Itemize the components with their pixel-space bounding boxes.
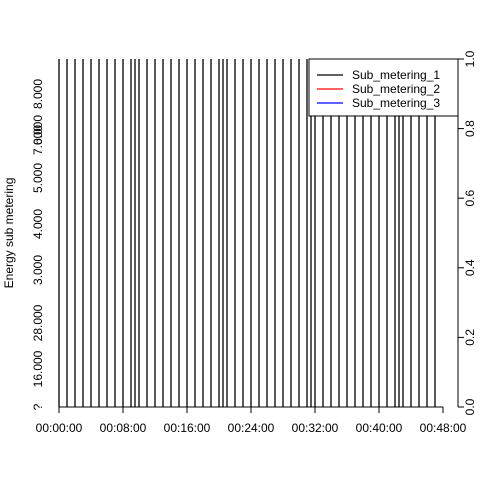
y-left-tick-label: 3.000 [31, 255, 45, 285]
y-left-tick-label: 8.000 [31, 79, 45, 109]
x-tick-label: 00:08:00 [100, 421, 147, 435]
y-left-tick-label: 5.000 [31, 163, 45, 193]
x-tick-label: 00:40:00 [356, 421, 403, 435]
y-right-tick-label: 0.4 [463, 259, 477, 276]
legend-label: Sub_metering_2 [352, 82, 440, 96]
x-tick-label: 00:24:00 [228, 421, 275, 435]
y-right-tick-label: 1.0 [463, 50, 477, 67]
x-tick-label: 00:00:00 [36, 421, 83, 435]
y-right-tick-label: 0.6 [463, 190, 477, 207]
legend: Sub_metering_1Sub_metering_2Sub_metering… [308, 58, 459, 117]
y-axis-label: Energy sub metering [2, 178, 16, 289]
y-right-tick-label: 0.8 [463, 120, 477, 137]
y-left-tick-label: 16.000 [31, 350, 45, 387]
right-axis-ticks: 0.0 0.2 0.4 0.6 0.8 1.0 [458, 50, 477, 415]
y-left-tick-label: 4.000 [31, 209, 45, 239]
y-left-tick-label: 7.000 [31, 125, 45, 155]
x-tick-label: 00:16:00 [164, 421, 211, 435]
y-left-tick-label: 6.000 [31, 115, 45, 145]
y-left-tick-label: ? [31, 403, 45, 410]
legend-label: Sub_metering_3 [352, 96, 440, 110]
y-right-tick-label: 0.2 [463, 329, 477, 346]
legend-items: Sub_metering_1Sub_metering_2Sub_metering… [317, 68, 440, 110]
legend-box [308, 58, 459, 117]
x-tick-label: 00:48:00 [420, 421, 467, 435]
x-axis-ticks: 00:00:00 00:08:00 00:16:00 00:24:00 00:32:00… [36, 407, 467, 435]
legend-label: Sub_metering_1 [352, 68, 440, 82]
vertical-lines-layer [58, 59, 436, 407]
y-right-tick-label: 0.0 [463, 398, 477, 415]
y-left-tick-label: 28.000 [31, 304, 45, 341]
x-tick-label: 00:32:00 [292, 421, 339, 435]
